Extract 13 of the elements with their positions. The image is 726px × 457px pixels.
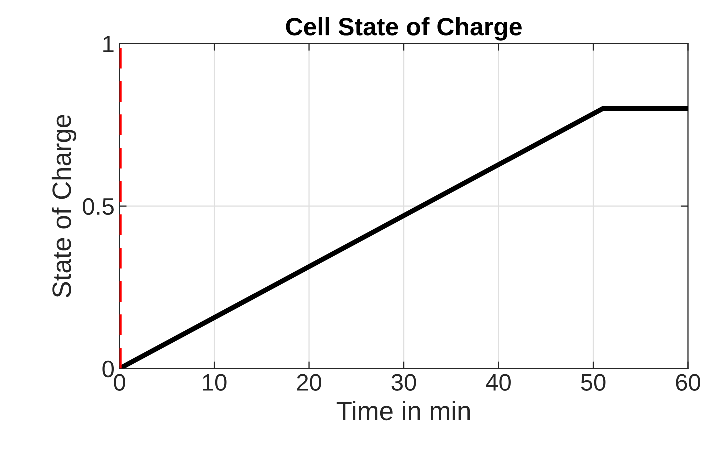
x-tick-label: 60 xyxy=(676,374,700,392)
x-tick-label: 10 xyxy=(203,374,227,392)
x-tick-label: 0 xyxy=(114,374,126,392)
y-tick-label: 0.5 xyxy=(83,198,114,216)
x-tick-label: 40 xyxy=(486,374,511,392)
chart-title: Cell State of Charge xyxy=(286,17,522,41)
y-tick-label: 0 xyxy=(102,360,114,378)
x-tick-label: 50 xyxy=(581,374,606,392)
x-tick-label: 30 xyxy=(392,374,416,392)
x-axis-title: Time in min xyxy=(336,401,470,421)
y-tick-label: 1 xyxy=(104,36,114,52)
x-tick-label: 20 xyxy=(297,374,322,392)
y-axis-title: State of Charge xyxy=(52,115,77,298)
